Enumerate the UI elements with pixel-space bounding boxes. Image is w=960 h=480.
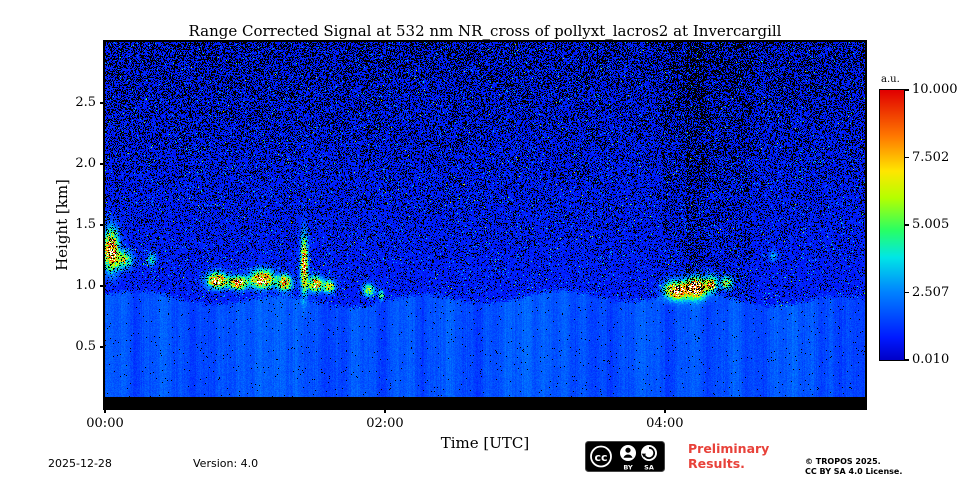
colorbar-tick-mark (905, 89, 909, 91)
copyright-license-text: © TROPOS 2025. CC BY SA 4.0 License. (805, 457, 902, 478)
colorbar-canvas (880, 90, 904, 360)
y-tick-label: 1.0 (75, 278, 96, 293)
x-tick-label: 00:00 (86, 416, 124, 431)
y-tick-label: 2.5 (75, 95, 96, 110)
cc-license-icon: cc BY SA (585, 441, 665, 472)
copyright-line: © TROPOS 2025. (805, 457, 881, 466)
colorbar-unit-label: a.u. (881, 74, 900, 85)
preliminary-results-notice: Preliminary Results. (688, 441, 770, 471)
y-tick-mark (100, 163, 105, 165)
x-axis-label: Time [UTC] (440, 434, 530, 452)
by-person-icon (620, 445, 636, 461)
colorbar-tick-label: 7.502 (912, 149, 950, 165)
x-tick-mark (104, 408, 106, 413)
y-tick-mark (100, 346, 105, 348)
y-tick-mark (100, 224, 105, 226)
colorbar-tick-label: 10.000 (912, 82, 958, 97)
license-line: CC BY SA 4.0 License. (805, 467, 903, 477)
colorbar-tick-mark (905, 291, 909, 294)
x-tick-label: 02:00 (366, 416, 404, 431)
plot-title: Range Corrected Signal at 532 nm NR_cros… (188, 22, 782, 40)
cc-by-sa-badge: cc BY SA (585, 441, 665, 476)
signal-heatmap-canvas (105, 42, 865, 408)
colorbar-tick-label: 0.010 (912, 352, 950, 367)
x-tick-mark (384, 408, 386, 413)
colorbar-tick-mark (905, 156, 909, 159)
y-tick-label: 0.5 (75, 339, 96, 354)
by-label: BY (623, 464, 633, 472)
cc-letters: cc (594, 451, 607, 464)
measurement-date: 2025-12-28 (48, 457, 112, 470)
colorbar-tick-label: 2.507 (912, 284, 950, 300)
sa-label: SA (644, 464, 654, 472)
y-tick-label: 2.0 (75, 156, 96, 171)
y-tick-mark (100, 285, 105, 287)
version-label: Version: 4.0 (193, 457, 259, 470)
colorbar-tick-mark (905, 224, 909, 226)
y-tick-mark (100, 102, 105, 104)
colorbar-tick-mark (905, 359, 909, 361)
x-tick-label: 04:00 (646, 416, 684, 431)
y-tick-label: 1.5 (75, 217, 96, 232)
x-tick-mark (664, 408, 666, 413)
colorbar-tick-label: 5.005 (912, 217, 950, 232)
cc-circle-icon (590, 445, 612, 468)
